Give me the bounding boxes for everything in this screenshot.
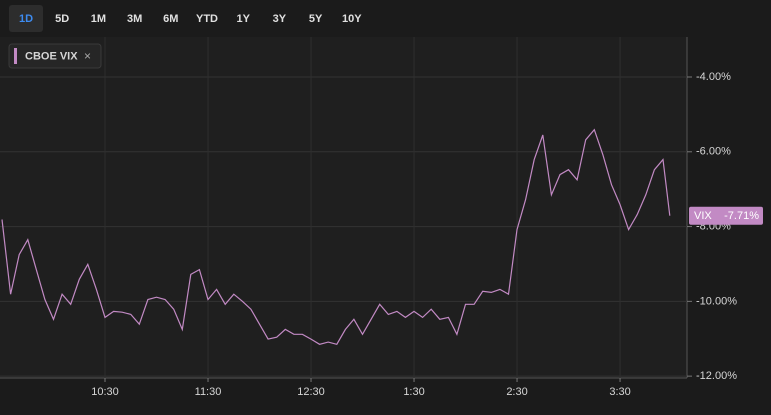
y-tick-label: -4.00%: [696, 71, 731, 83]
y-tick-label: -6.00%: [696, 146, 731, 158]
price-tag-name: VIX: [694, 210, 712, 222]
range-button[interactable]: 10Y: [342, 13, 362, 25]
range-button[interactable]: 5D: [55, 13, 69, 25]
range-button-active: [9, 5, 43, 32]
y-tick-label: -12.00%: [696, 370, 737, 382]
x-tick-label: 12:30: [297, 386, 325, 398]
plot: -4.00%-6.00%-8.00%-10.00%-12.00%10:30 11:…: [0, 37, 763, 398]
series-line: [1, 128, 671, 345]
legend-swatch: [14, 48, 17, 64]
price-tag: [689, 206, 763, 225]
range-button[interactable]: 1D: [19, 13, 33, 25]
x-tick-label: 2:30: [506, 386, 527, 398]
legend-close[interactable]: ×: [84, 49, 91, 63]
price-tag-label: -7.71%: [724, 210, 759, 222]
range-button[interactable]: 3M: [127, 13, 142, 25]
range-button[interactable]: 6M: [163, 13, 178, 25]
legend-label: CBOE VIX: [25, 50, 78, 62]
x-tick-label: 11:30: [195, 386, 222, 398]
x-tick-label: 1:30: [403, 386, 424, 398]
range-toolbar: 1D 5D 1M 3M 6M YTD 1Y 3Y 5Y 10Y: [9, 5, 362, 32]
range-button[interactable]: 3Y: [273, 13, 287, 25]
legend-box: [8, 43, 102, 69]
range-button[interactable]: 1Y: [236, 13, 250, 25]
legend-chip[interactable]: CBOE VIX ×: [8, 43, 102, 69]
y-tick-label: -10.00%: [696, 295, 737, 307]
range-button[interactable]: YTD: [196, 13, 218, 25]
range-button[interactable]: 1M: [91, 13, 106, 25]
range-button[interactable]: 5Y: [309, 13, 323, 25]
x-tick-label: 10:30: [91, 386, 119, 398]
x-tick-label: 3:30: [609, 386, 630, 398]
plot-area: [0, 37, 687, 378]
